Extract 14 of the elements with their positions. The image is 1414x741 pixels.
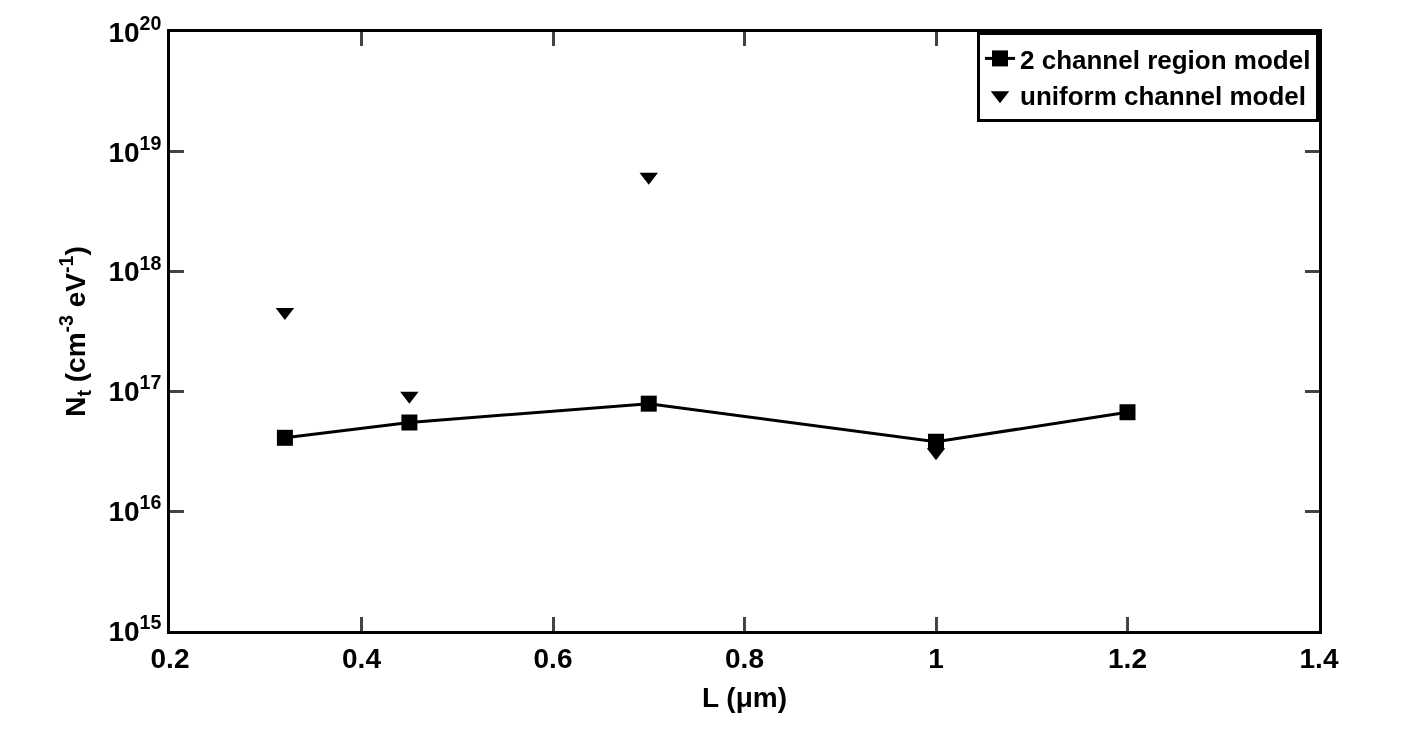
y-tick-label: 10$^{18}$ xyxy=(108,251,162,288)
x-tick-label: 1 xyxy=(928,642,944,674)
y-tick-label: 10$^{19}$ xyxy=(108,131,162,168)
legend-label: 2 channel region model xyxy=(1020,44,1311,75)
x-tick-label: 1.4 xyxy=(1299,642,1339,674)
y-tick-label: 10$^{16}$ xyxy=(108,491,162,527)
x-tick-label: 1.2 xyxy=(1108,642,1147,674)
x-axis-title: L (μm) xyxy=(701,681,788,713)
legend-label: uniform channel model xyxy=(1020,81,1307,112)
y-tick-label: 10$^{17}$ xyxy=(108,371,162,408)
y-tick-label: 10$^{20}$ xyxy=(108,12,162,48)
x-tick-label: 0.8 xyxy=(725,642,764,674)
x-tick-label: 0.6 xyxy=(533,642,573,674)
x-tick-label: 0.4 xyxy=(342,642,382,674)
